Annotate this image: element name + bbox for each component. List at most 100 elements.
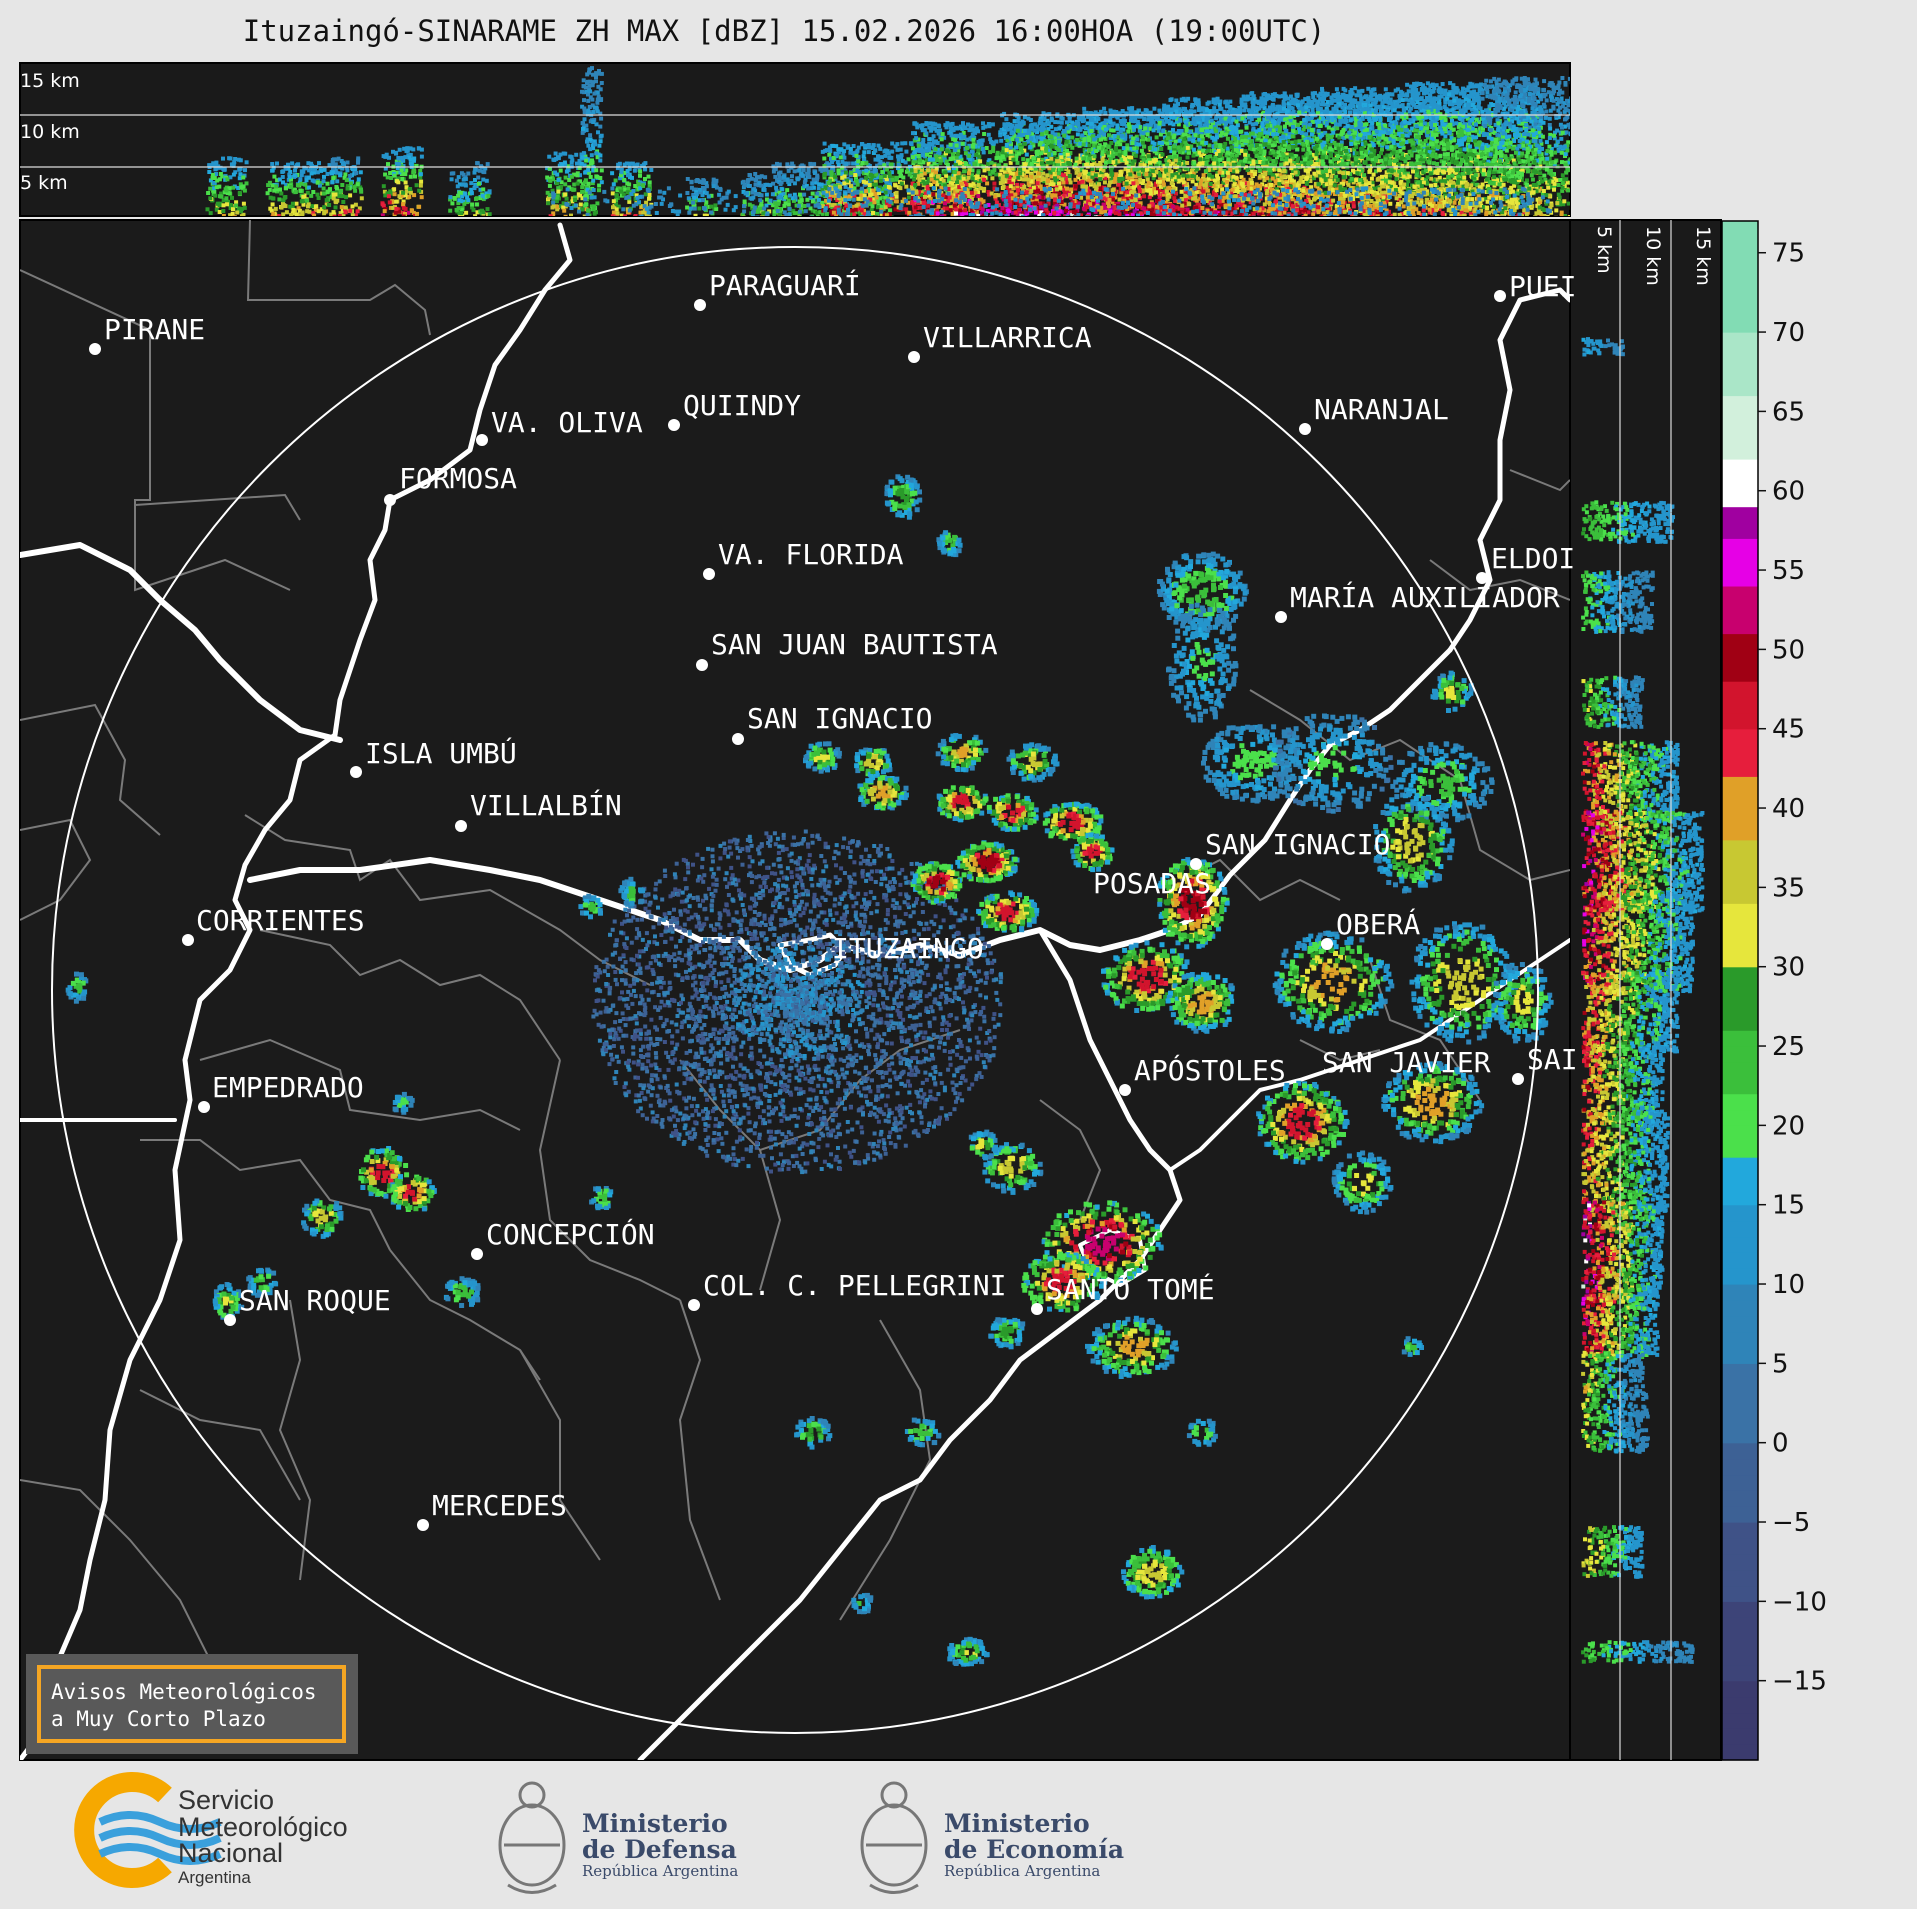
echo-pixel — [856, 172, 861, 177]
echo-pixel — [773, 201, 778, 206]
echo-pixel — [1104, 172, 1109, 177]
echo-pixel — [594, 71, 599, 76]
echo-pixel — [974, 152, 979, 157]
echo-pixel — [934, 179, 939, 184]
echo-pixel — [870, 146, 875, 150]
echo-pixel — [986, 166, 990, 171]
echo-pixel — [299, 199, 304, 204]
echo-pixel — [875, 199, 880, 204]
echo-pixel — [548, 178, 553, 183]
echo-pixel — [977, 142, 982, 147]
echo-pixel — [208, 211, 213, 216]
echo-pixel — [1090, 162, 1095, 167]
echo-pixel — [1114, 211, 1118, 216]
echo-pixel — [967, 185, 972, 190]
echo-pixel — [787, 182, 792, 186]
echo-pixel — [860, 142, 864, 146]
echo-pixel — [782, 203, 787, 208]
echo-pixel — [1051, 182, 1056, 187]
echo-pixel — [283, 186, 288, 191]
echo-pixel — [318, 183, 322, 188]
echo-pixel — [324, 202, 329, 207]
echo-pixel — [883, 153, 888, 158]
echo-pixel — [1062, 133, 1067, 138]
echo-pixel — [408, 152, 413, 157]
echo-pixel — [458, 214, 463, 216]
echo-pixel — [772, 209, 777, 214]
echo-pixel — [1098, 129, 1103, 134]
echo-pixel — [1066, 189, 1071, 194]
echo-pixel — [640, 163, 645, 168]
echo-pixel — [594, 79, 598, 84]
echo-pixel — [616, 162, 621, 167]
echo-pixel — [469, 191, 474, 196]
echo-pixel — [585, 79, 590, 84]
echo-pixel — [890, 149, 895, 154]
echo-pixel — [1061, 193, 1066, 198]
echo-pixel — [1126, 168, 1131, 173]
echo-pixel — [401, 214, 406, 216]
echo-pixel — [929, 182, 934, 187]
echo-pixel — [289, 212, 294, 216]
echo-pixel — [1102, 106, 1107, 111]
echo-pixel — [404, 168, 409, 173]
echo-pixel — [595, 97, 600, 102]
echo-pixel — [578, 193, 583, 198]
echo-pixel — [851, 161, 856, 166]
echo-pixel — [402, 146, 407, 151]
echo-pixel — [948, 198, 953, 202]
echo-pixel — [356, 160, 360, 165]
echo-pixel — [849, 189, 854, 194]
echo-pixel — [1065, 186, 1069, 191]
echo-pixel — [844, 162, 849, 167]
echo-pixel — [1053, 197, 1058, 202]
echo-pixel — [1153, 147, 1158, 152]
echo-pixel — [916, 181, 921, 186]
echo-pixel — [858, 212, 863, 216]
echo-pixel — [1141, 152, 1146, 157]
echo-pixel — [335, 179, 340, 184]
echo-pixel — [1075, 132, 1080, 137]
echo-pixel — [851, 144, 856, 148]
echo-pixel — [597, 183, 602, 188]
echo-pixel — [587, 70, 591, 75]
echo-pixel — [224, 196, 229, 201]
echo-pixel — [395, 179, 399, 184]
echo-pixel — [910, 181, 915, 186]
echo-pixel — [345, 160, 350, 165]
echo-pixel — [970, 132, 975, 137]
echo-pixel — [1114, 147, 1118, 152]
echo-pixel — [228, 213, 233, 216]
echo-pixel — [1002, 169, 1007, 174]
echo-pixel — [957, 179, 962, 184]
echo-pixel — [408, 146, 413, 151]
echo-pixel — [1015, 191, 1020, 196]
echo-pixel — [782, 174, 786, 179]
echo-pixel — [852, 180, 857, 185]
echo-pixel — [235, 210, 240, 215]
echo-pixel — [754, 178, 758, 183]
echo-pixel — [1067, 115, 1072, 120]
echo-pixel — [835, 152, 840, 157]
echo-pixel — [876, 143, 881, 148]
echo-pixel — [797, 214, 802, 216]
echo-pixel — [894, 194, 899, 199]
echo-pixel — [464, 210, 469, 215]
echo-pixel — [1036, 171, 1041, 176]
echo-pixel — [768, 183, 773, 188]
echo-pixel — [1056, 206, 1061, 210]
echo-pixel — [1142, 194, 1147, 199]
echo-pixel — [920, 128, 925, 133]
echo-pixel — [649, 168, 654, 172]
echo-pixel — [922, 171, 927, 176]
echo-pixel — [400, 177, 405, 181]
echo-pixel — [552, 158, 557, 162]
echo-pixel — [626, 186, 631, 191]
echo-pixel — [1006, 188, 1011, 193]
echo-pixel — [299, 173, 304, 178]
echo-pixel — [987, 158, 992, 163]
echo-pixel — [859, 193, 864, 198]
echo-pixel — [829, 209, 834, 214]
echo-pixel — [907, 210, 912, 215]
echo-pixel — [824, 190, 829, 195]
